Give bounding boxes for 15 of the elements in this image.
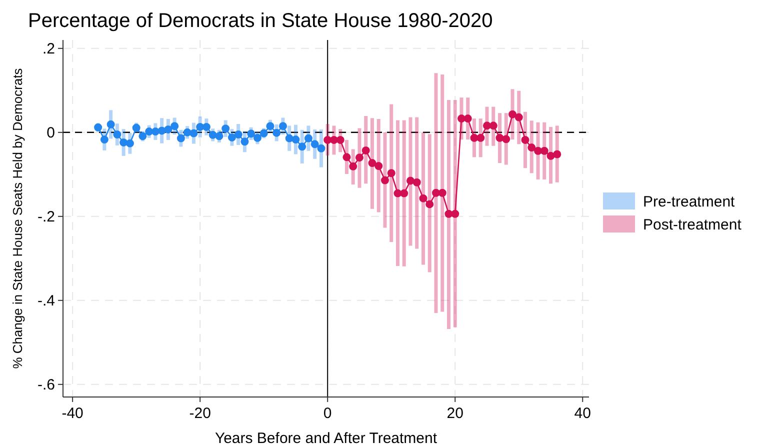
y-tick-label: -.6 [37, 376, 55, 394]
x-axis-title: Years Before and After Treatment [214, 430, 438, 446]
y-tick-label: -.2 [37, 208, 55, 226]
x-tick-label: 20 [446, 405, 464, 422]
x-tick-label: 40 [574, 405, 591, 422]
x-tick-label: -40 [62, 405, 84, 422]
legend-label: Pre-treatment [643, 194, 736, 210]
x-tick-label: 0 [323, 405, 332, 422]
y-tick-label: -.4 [37, 292, 55, 310]
y-axis-title: % Change in State House Seats Held by Democrats [10, 68, 25, 369]
x-tick-label: -20 [189, 405, 211, 422]
y-tick-label: 0 [46, 124, 55, 142]
legend-label: Post-treatment [643, 216, 742, 234]
y-tick-label: .2 [42, 40, 55, 58]
chart-title: Percentage of Democrats in State House 1980-2020 [28, 10, 493, 32]
